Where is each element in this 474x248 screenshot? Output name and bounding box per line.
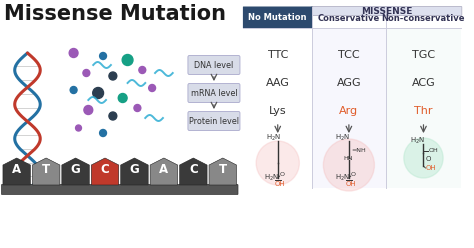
Text: TCC: TCC — [338, 50, 360, 60]
Circle shape — [93, 88, 103, 98]
Text: C: C — [189, 163, 198, 176]
Circle shape — [256, 141, 299, 185]
FancyBboxPatch shape — [312, 28, 386, 188]
Text: H$_2$N: H$_2$N — [335, 133, 350, 143]
Circle shape — [70, 87, 77, 93]
Text: mRNA level: mRNA level — [191, 89, 237, 97]
FancyBboxPatch shape — [311, 6, 462, 15]
Text: H$_2$N: H$_2$N — [264, 173, 279, 183]
Text: O: O — [426, 156, 431, 162]
Text: Missense Mutation: Missense Mutation — [4, 4, 226, 24]
Text: Conservative: Conservative — [318, 14, 380, 23]
Text: G: G — [129, 163, 139, 176]
Circle shape — [75, 125, 82, 131]
FancyBboxPatch shape — [386, 28, 461, 188]
Circle shape — [122, 55, 133, 65]
Circle shape — [100, 53, 107, 60]
FancyBboxPatch shape — [243, 6, 312, 29]
Circle shape — [404, 138, 443, 178]
Circle shape — [69, 49, 78, 58]
Polygon shape — [91, 158, 119, 185]
Circle shape — [84, 105, 93, 115]
Text: OH: OH — [346, 181, 356, 187]
Text: OH: OH — [426, 165, 436, 171]
FancyBboxPatch shape — [188, 84, 240, 102]
Text: DNA level: DNA level — [194, 61, 234, 69]
Text: O: O — [351, 172, 356, 177]
Circle shape — [109, 72, 117, 80]
FancyBboxPatch shape — [188, 56, 240, 74]
Polygon shape — [180, 158, 207, 185]
Polygon shape — [62, 158, 89, 185]
Circle shape — [134, 104, 141, 112]
Text: TGC: TGC — [412, 50, 435, 60]
Polygon shape — [150, 158, 178, 185]
Text: AAG: AAG — [266, 78, 290, 88]
Text: H$_2$N: H$_2$N — [335, 173, 350, 183]
Text: H$_2$N: H$_2$N — [410, 136, 425, 146]
Circle shape — [118, 93, 127, 102]
Text: Thr: Thr — [414, 106, 433, 116]
Text: O: O — [280, 172, 285, 177]
Polygon shape — [3, 158, 30, 185]
Text: MISSENSE: MISSENSE — [361, 6, 412, 15]
Circle shape — [149, 85, 155, 92]
Text: AGG: AGG — [337, 78, 361, 88]
Text: Arg: Arg — [339, 106, 358, 116]
Text: T: T — [219, 163, 227, 176]
FancyBboxPatch shape — [1, 185, 238, 194]
Text: Lys: Lys — [269, 106, 287, 116]
Text: HN: HN — [343, 156, 353, 161]
Circle shape — [100, 129, 107, 136]
Polygon shape — [209, 158, 237, 185]
Polygon shape — [121, 158, 148, 185]
Text: ACG: ACG — [411, 78, 435, 88]
Circle shape — [323, 139, 374, 191]
Circle shape — [139, 66, 146, 73]
FancyBboxPatch shape — [188, 112, 240, 130]
Text: TTC: TTC — [267, 50, 288, 60]
Circle shape — [83, 69, 90, 76]
Text: A: A — [159, 163, 168, 176]
Text: OH: OH — [275, 181, 285, 187]
Text: H$_2$N: H$_2$N — [266, 133, 281, 143]
Text: C: C — [100, 163, 109, 176]
Text: G: G — [71, 163, 81, 176]
Text: A: A — [12, 163, 21, 176]
Text: T: T — [42, 163, 50, 176]
Text: Non-conservative: Non-conservative — [382, 14, 465, 23]
Circle shape — [109, 112, 117, 120]
Text: No Mutation: No Mutation — [248, 13, 307, 22]
Text: =NH: =NH — [351, 148, 365, 153]
Text: OH: OH — [428, 148, 438, 153]
Polygon shape — [32, 158, 60, 185]
Text: Protein level: Protein level — [189, 117, 239, 125]
